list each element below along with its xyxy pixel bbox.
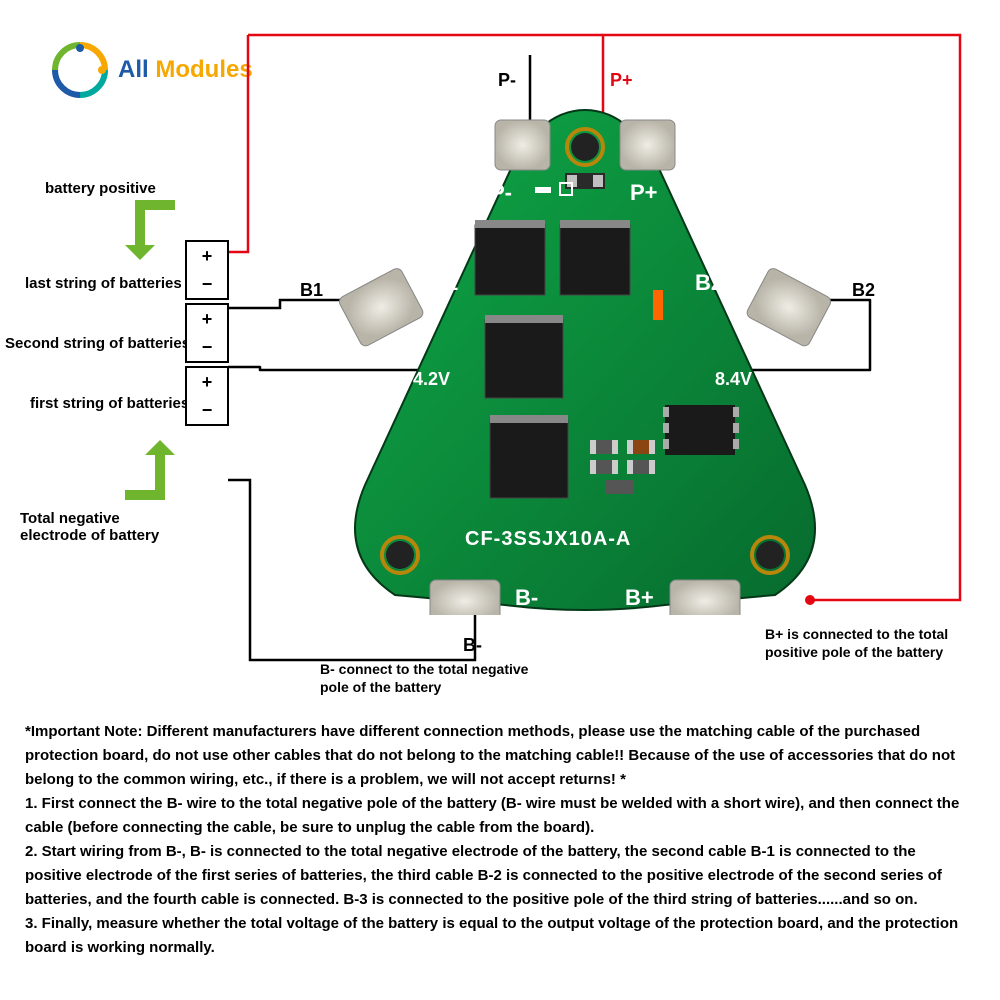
arrow-down-icon <box>120 200 180 260</box>
important-note: *Important Note: Different manufacturers… <box>25 720 975 792</box>
label-last-string: last string of batteries <box>25 275 182 292</box>
svg-text:4.2V: 4.2V <box>413 369 450 389</box>
wiring-diagram: P- P+ B1 B2 4.2V 8.4V B- B+ CF-3SSJX10A-… <box>0 0 1000 720</box>
instructions-block: *Important Note: Different manufacturers… <box>25 720 975 960</box>
battery-stack: +− +− +− <box>185 240 229 429</box>
svg-text:P-: P- <box>490 180 512 205</box>
svg-text:8.4V: 8.4V <box>715 369 752 389</box>
label-b1-ext: B1 <box>300 280 323 301</box>
battery-cell-3: +− <box>185 240 229 300</box>
step-2: 2. Start wiring from B-, B- is connected… <box>25 840 975 912</box>
step-3: 3. Finally, measure whether the total vo… <box>25 912 975 960</box>
label-b-minus-ext: B- <box>463 635 482 656</box>
label-total-negative: Total negative electrode of battery <box>20 510 190 544</box>
svg-text:B1: B1 <box>430 270 458 295</box>
label-first-string: first string of batteries <box>30 395 189 412</box>
note-b-minus: B- connect to the total negative pole of… <box>320 660 540 696</box>
label-p-minus: P- <box>498 70 516 91</box>
battery-cell-2: +− <box>185 303 229 363</box>
step-1: 1. First connect the B- wire to the tota… <box>25 792 975 840</box>
battery-cell-1: +− <box>185 366 229 426</box>
svg-text:B+: B+ <box>625 585 654 610</box>
svg-text:P+: P+ <box>630 180 658 205</box>
svg-text:B-: B- <box>515 585 538 610</box>
label-second-string: Second string of batteries <box>5 335 190 352</box>
label-p-plus: P+ <box>610 70 633 91</box>
label-battery-positive: battery positive <box>45 180 156 197</box>
arrow-up-icon <box>120 440 180 500</box>
label-b2-ext: B2 <box>852 280 875 301</box>
note-b-plus: B+ is connected to the total positive po… <box>765 625 965 661</box>
svg-text:CF-3SSJX10A-A: CF-3SSJX10A-A <box>465 528 631 550</box>
pcb-board: P- P+ B1 B2 4.2V 8.4V B- B+ CF-3SSJX10A-… <box>335 105 835 615</box>
svg-text:B2: B2 <box>695 270 723 295</box>
